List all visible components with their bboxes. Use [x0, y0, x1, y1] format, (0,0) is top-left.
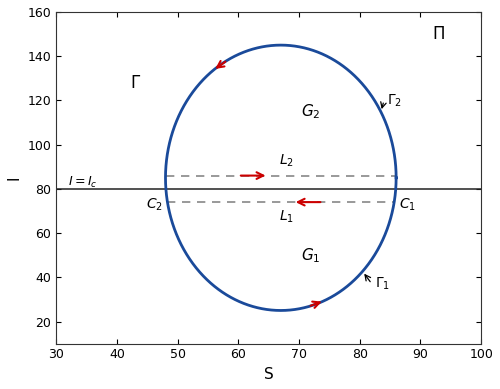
Text: $G_1$: $G_1$ [302, 246, 321, 265]
Text: $\Pi$: $\Pi$ [432, 25, 445, 43]
Text: $C_2$: $C_2$ [146, 196, 163, 213]
Text: $\Gamma$: $\Gamma$ [130, 74, 140, 92]
Text: $L_2$: $L_2$ [280, 152, 294, 169]
Text: $I=I_c$: $I=I_c$ [68, 175, 98, 190]
X-axis label: S: S [264, 367, 274, 382]
Text: $C_1$: $C_1$ [399, 196, 415, 213]
Text: $L_1$: $L_1$ [280, 209, 294, 225]
Text: $\Gamma_1$: $\Gamma_1$ [375, 276, 390, 292]
Text: $G_2$: $G_2$ [302, 102, 321, 121]
Text: $\Gamma_2$: $\Gamma_2$ [387, 92, 402, 109]
Y-axis label: I: I [7, 175, 22, 180]
